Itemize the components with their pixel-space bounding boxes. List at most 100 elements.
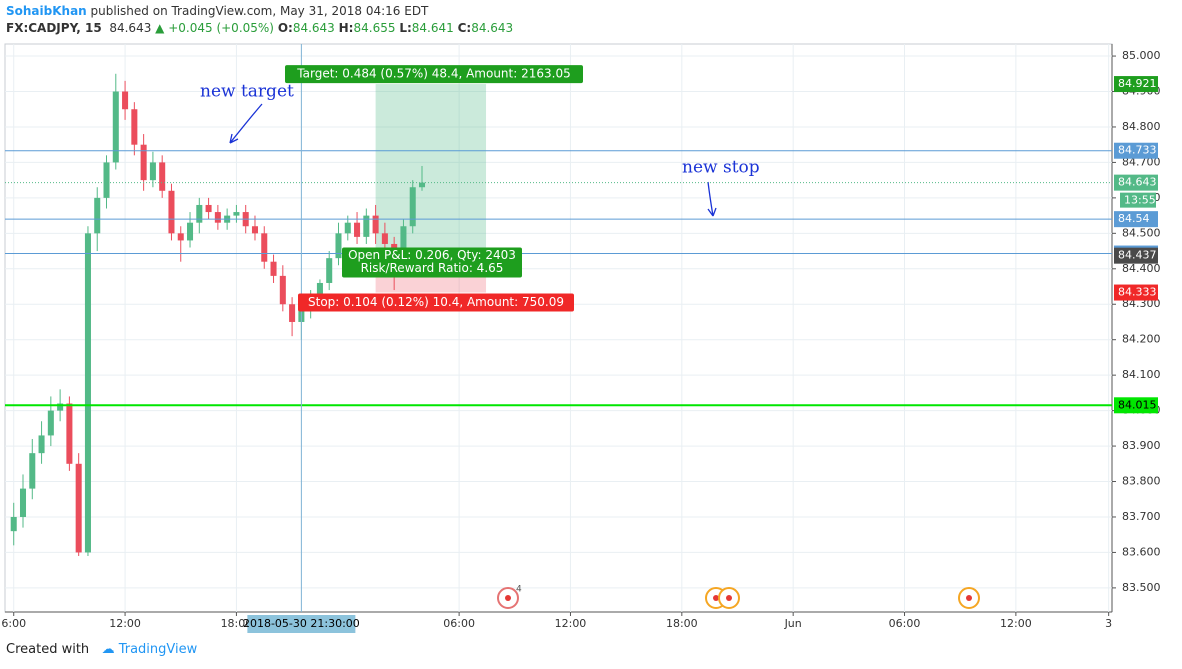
stop-label: Stop: 0.104 (0.12%) 10.4, Amount: 750.09 (308, 295, 564, 309)
level-price: 84.54 (1118, 212, 1150, 225)
candle-body (131, 109, 138, 145)
y-tick-label: 85.000 (1122, 49, 1161, 62)
level-price: 84.015 (1118, 398, 1157, 411)
pnl-label: Open P&L: 0.206, Qty: 2403 (348, 248, 516, 262)
crosshair-price: 84.437 (1118, 249, 1157, 262)
candle-body (149, 162, 156, 181)
l: 84.641 (411, 21, 454, 35)
x-tick-label: 06:00 (889, 617, 921, 630)
annotation: new stop (682, 158, 760, 178)
candle-body (307, 293, 314, 305)
level-price-box (1114, 211, 1158, 228)
candle-body (75, 463, 82, 553)
rr-label: Risk/Reward Ratio: 4.65 (361, 261, 504, 275)
h: 84.655 (353, 21, 396, 35)
candle-body (242, 212, 249, 227)
c-label: C: (457, 21, 472, 35)
x-tick-label: 18:00 (666, 617, 698, 630)
candle-body (187, 222, 194, 241)
target-label: Target: 0.484 (0.57%) 48.4, Amount: 2163… (296, 67, 570, 81)
y-tick-label: 83.800 (1122, 475, 1161, 488)
x-tick-label: 12:00 (109, 617, 141, 630)
last-price: 84.643 (1118, 176, 1157, 189)
candle-body (57, 403, 64, 411)
y-tick-label: 84.900 (1122, 85, 1161, 98)
target-price: 84.921 (1118, 77, 1157, 90)
y-tick-label: 83.600 (1122, 545, 1161, 558)
footer: Created with ☁ TradingView (6, 642, 198, 657)
y-tick-label: 84.200 (1122, 333, 1161, 346)
event-badge: 4 (516, 585, 522, 595)
candle-body (103, 162, 110, 198)
candle-body (168, 190, 175, 234)
level-price: 84.443 (1118, 247, 1157, 260)
level-price-box (1114, 245, 1158, 262)
arrow (229, 103, 263, 144)
candle-body (122, 91, 129, 110)
change: +0.045 (+0.05%) (168, 21, 274, 35)
candle-body (279, 275, 286, 305)
author: SohaibKhan (6, 4, 87, 18)
candle-body (94, 197, 101, 234)
candle-body (270, 261, 277, 276)
l-label: L: (399, 21, 412, 35)
events (497, 587, 980, 609)
crosshair-time: 2018-05-30 21:30:00 (243, 617, 360, 630)
o: 84.643 (292, 21, 335, 35)
candle-body (224, 215, 231, 223)
stop-price-box (1114, 284, 1158, 301)
footer-brand: TradingView (118, 642, 198, 657)
candle-body (38, 435, 45, 454)
y-tick-label: 84.000 (1122, 404, 1161, 417)
o-label: O: (277, 21, 293, 35)
y-tick-label: 84.800 (1122, 120, 1161, 133)
published: published on TradingView.com, May 31, 20… (90, 4, 429, 18)
candle-body (140, 144, 147, 181)
candle-body (372, 215, 379, 234)
candle-body (418, 182, 426, 188)
candle-body (159, 162, 166, 191)
candle-body (381, 233, 388, 244)
level-price: 84.733 (1118, 144, 1157, 157)
y-tick-label: 84.700 (1122, 155, 1161, 168)
pnl-box (342, 247, 522, 278)
candle-body (47, 410, 54, 436)
h-label: H: (338, 21, 354, 35)
x-tick-label: 3 (1105, 617, 1112, 630)
arrow (707, 181, 717, 217)
x-tick-label: 12:00 (555, 617, 587, 630)
y-tick-label: 83.900 (1122, 439, 1161, 452)
candle-body (298, 304, 305, 322)
crosshair-price-box (1114, 247, 1158, 264)
candle-body (344, 222, 351, 234)
candle-body (214, 212, 221, 223)
x-tick-label: Jun (784, 617, 802, 630)
annotation: new target (200, 82, 294, 102)
footer-text: Created with (6, 642, 90, 657)
candle-body (84, 233, 91, 553)
x-tick-label: 12:00 (1000, 617, 1032, 630)
candle-body (205, 204, 212, 213)
c: 84.643 (471, 21, 514, 35)
y-tick-label: 84.300 (1122, 297, 1161, 310)
y-tick-label: 83.500 (1122, 581, 1161, 594)
candle-body (29, 453, 36, 489)
candle-body (326, 258, 333, 283)
y-tick-label: 84.600 (1122, 191, 1161, 204)
y-tick-label: 83.700 (1122, 510, 1161, 523)
candle-body (10, 516, 17, 532)
candle-body (335, 233, 342, 259)
y-tick-label: 84.100 (1122, 368, 1161, 381)
y-tick-label: 84.400 (1122, 262, 1161, 275)
last-price-box (1114, 174, 1158, 191)
countdown-box (1120, 192, 1156, 208)
countdown: 13:55 (1124, 194, 1156, 207)
candle-body (289, 304, 296, 322)
candle-body (409, 187, 416, 227)
target-label-box (285, 65, 583, 84)
stop-zone (375, 253, 487, 293)
symbol: FX:CADJPY, 15 (6, 21, 102, 35)
y-tick-label: 84.500 (1122, 226, 1161, 239)
